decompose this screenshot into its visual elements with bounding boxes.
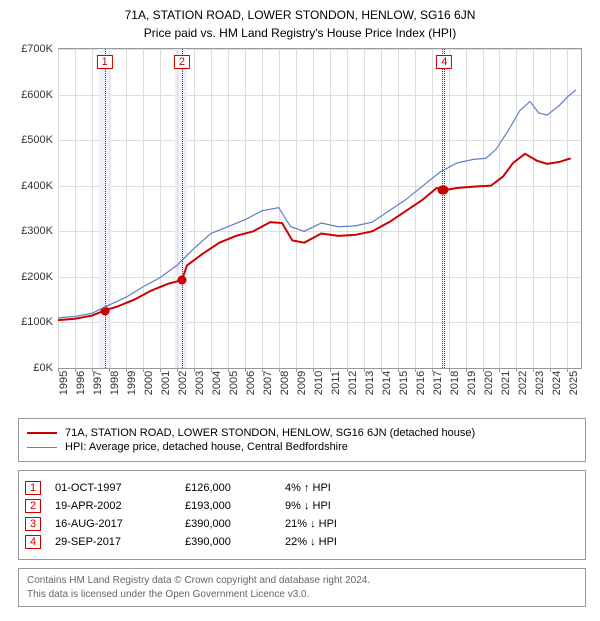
- ytick-label: £600K: [8, 89, 53, 101]
- legend-row: HPI: Average price, detached house, Cent…: [27, 441, 577, 453]
- transaction-row: 2 19-APR-2002£193,0009% ↓ HPI: [25, 499, 579, 513]
- xtick-label: 2018: [449, 371, 461, 395]
- transactions-table: 1 01-OCT-1997£126,0004% ↑ HPI 2 19-APR-2002…: [18, 470, 586, 560]
- ytick-label: £100K: [8, 316, 53, 328]
- xtick-label: 2021: [500, 371, 512, 395]
- xtick-label: 2005: [228, 371, 240, 395]
- transaction-row: 4 29-SEP-2017£390,00022% ↓ HPI: [25, 535, 579, 549]
- transaction-badge: 4: [25, 535, 41, 549]
- xtick-label: 2007: [262, 371, 274, 395]
- ytick-label: £500K: [8, 134, 53, 146]
- transaction-diff: 4% ↑ HPI: [285, 482, 415, 494]
- xtick-label: 1996: [75, 371, 87, 395]
- xtick-label: 1995: [58, 371, 70, 395]
- xtick-label: 1997: [92, 371, 104, 395]
- legend-label: 71A, STATION ROAD, LOWER STONDON, HENLOW…: [65, 427, 475, 439]
- footer-line-1: Contains HM Land Registry data © Crown c…: [27, 574, 577, 588]
- transaction-badge: 2: [25, 499, 41, 513]
- xtick-label: 2024: [551, 371, 563, 395]
- xtick-label: 2006: [245, 371, 257, 395]
- transaction-price: £390,000: [185, 518, 285, 530]
- transaction-diff: 21% ↓ HPI: [285, 518, 415, 530]
- transaction-diff: 9% ↓ HPI: [285, 500, 415, 512]
- xtick-label: 2002: [177, 371, 189, 395]
- transaction-date: 01-OCT-1997: [55, 482, 185, 494]
- transaction-row: 3 16-AUG-2017£390,00021% ↓ HPI: [25, 517, 579, 531]
- xtick-label: 2003: [194, 371, 206, 395]
- ytick-label: £300K: [8, 225, 53, 237]
- xtick-label: 2025: [568, 371, 580, 395]
- xtick-label: 2000: [143, 371, 155, 395]
- chart-lines-svg: [58, 49, 581, 368]
- xtick-label: 1999: [126, 371, 138, 395]
- chart-footer: Contains HM Land Registry data © Crown c…: [18, 568, 586, 607]
- xtick-label: 2001: [160, 371, 172, 395]
- xtick-label: 2019: [466, 371, 478, 395]
- transaction-price: £390,000: [185, 536, 285, 548]
- xtick-label: 2014: [381, 371, 393, 395]
- ytick-label: £700K: [8, 43, 53, 55]
- chart-x-axis: 1995 1996 1997 1998 1999 2000 2001 2002 2003 2004…: [58, 368, 582, 408]
- xtick-label: 1998: [109, 371, 121, 395]
- xtick-label: 2011: [330, 371, 342, 395]
- transaction-price: £193,000: [185, 500, 285, 512]
- ytick-label: £200K: [8, 271, 53, 283]
- transaction-date: 19-APR-2002: [55, 500, 185, 512]
- xtick-label: 2012: [347, 371, 359, 395]
- xtick-label: 2022: [517, 371, 529, 395]
- transaction-date: 29-SEP-2017: [55, 536, 185, 548]
- chart-container: 71A, STATION ROAD, LOWER STONDON, HENLOW…: [0, 0, 600, 621]
- transaction-price: £126,000: [185, 482, 285, 494]
- xtick-label: 2015: [398, 371, 410, 395]
- xtick-label: 2013: [364, 371, 376, 395]
- chart-title: 71A, STATION ROAD, LOWER STONDON, HENLOW…: [8, 8, 592, 22]
- transaction-row: 1 01-OCT-1997£126,0004% ↑ HPI: [25, 481, 579, 495]
- xtick-label: 2008: [279, 371, 291, 395]
- xtick-label: 2023: [534, 371, 546, 395]
- legend-label: HPI: Average price, detached house, Cent…: [65, 441, 348, 453]
- xtick-label: 2009: [296, 371, 308, 395]
- legend-row: 71A, STATION ROAD, LOWER STONDON, HENLOW…: [27, 427, 577, 439]
- chart-plot-area: £0K£100K£200K£300K£400K£500K£600K£700K12…: [58, 48, 582, 368]
- transaction-badge: 1: [25, 481, 41, 495]
- transaction-diff: 22% ↓ HPI: [285, 536, 415, 548]
- chart-legend: 71A, STATION ROAD, LOWER STONDON, HENLOW…: [18, 418, 586, 462]
- legend-swatch: [27, 432, 57, 434]
- xtick-label: 2020: [483, 371, 495, 395]
- footer-line-2: This data is licensed under the Open Gov…: [27, 588, 577, 602]
- ytick-label: £400K: [8, 180, 53, 192]
- ytick-label: £0K: [8, 362, 53, 374]
- legend-swatch: [27, 447, 57, 448]
- xtick-label: 2004: [211, 371, 223, 395]
- series-property: [58, 154, 571, 320]
- chart-subtitle: Price paid vs. HM Land Registry's House …: [8, 26, 592, 40]
- xtick-label: 2016: [415, 371, 427, 395]
- xtick-label: 2010: [313, 371, 325, 395]
- xtick-label: 2017: [432, 371, 444, 395]
- series-hpi: [58, 90, 576, 318]
- transaction-date: 16-AUG-2017: [55, 518, 185, 530]
- transaction-badge: 3: [25, 517, 41, 531]
